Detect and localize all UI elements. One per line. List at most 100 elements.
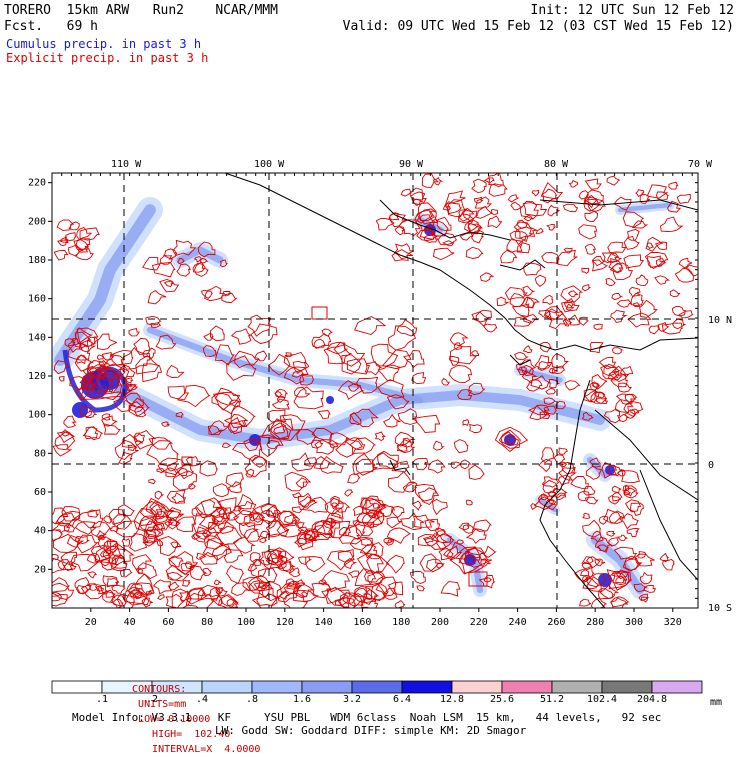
precip-contour (578, 316, 589, 326)
precip-contour (601, 252, 619, 264)
precip-contour (249, 552, 261, 563)
precip-contour (434, 527, 446, 537)
precip-contour (582, 578, 600, 590)
precip-contour (314, 519, 334, 537)
precip-contour (397, 408, 418, 425)
precip-contour (627, 312, 652, 328)
precip-contour (487, 215, 503, 229)
colorbar-tick-label: 51.2 (539, 694, 565, 705)
precip-contour (124, 590, 151, 606)
precip-contour (561, 297, 580, 313)
x-tick-label: 100 (237, 617, 255, 628)
colorbar-tick-label: 12.8 (439, 694, 465, 705)
precip-contour (594, 558, 606, 567)
precip-contour (365, 541, 384, 560)
precip-contour (79, 405, 92, 418)
precip-contour (361, 597, 379, 608)
precip-contour (134, 406, 147, 418)
precip-contour (298, 492, 316, 507)
precip-contour (531, 189, 540, 197)
precip-contour (86, 366, 103, 377)
precip-contour (126, 582, 143, 595)
precip-contour (585, 556, 601, 569)
precip-contour (67, 342, 91, 361)
precip-contour (468, 222, 483, 235)
precip-map: 220 200 180 160 140 120 100 80 60 40 20 20 40 60 80 100… (28, 172, 703, 694)
precip-contour (349, 537, 375, 555)
precip-contour (231, 582, 251, 596)
precip-contour (539, 341, 553, 353)
precip-contour (412, 414, 441, 433)
precip-contour (396, 319, 418, 337)
precip-contour (416, 585, 426, 592)
precip-contour (558, 467, 578, 481)
precip-contour (226, 564, 245, 584)
precip-contour (522, 202, 548, 217)
precip-contour (612, 572, 628, 586)
precip-contour (618, 513, 639, 530)
precip-contour (97, 536, 112, 551)
precip-contour (97, 354, 105, 361)
precip-contour (516, 219, 530, 229)
header-valid-time: Valid: 09 UTC Wed 15 Feb 12 (03 CST Wed … (342, 19, 734, 34)
y-tick-label: 40 (34, 526, 46, 537)
precip-contour (607, 464, 624, 477)
precip-contour (291, 369, 304, 378)
precip-contour (443, 545, 463, 561)
colorbar-swatch (651, 680, 703, 694)
precip-contour (133, 430, 157, 450)
precip-contour (105, 589, 117, 598)
precip-contour (427, 459, 446, 474)
precip-contour (159, 279, 180, 293)
precip-contour (128, 327, 140, 337)
precip-contour (541, 476, 560, 488)
precip-contour (58, 376, 65, 382)
precip-contour (80, 583, 107, 600)
precip-contour (433, 247, 455, 261)
precip-contour (603, 409, 621, 424)
precip-contour (558, 447, 568, 455)
precip-contour (353, 316, 387, 335)
precip-contour (94, 545, 122, 565)
precip-contour (581, 561, 593, 569)
lat-lon-grid (52, 173, 698, 608)
precip-contour (291, 506, 304, 513)
lon-label-110w: 110 W (111, 159, 142, 170)
precip-contour (73, 239, 90, 253)
precip-contour (639, 571, 653, 585)
precip-contour (144, 520, 166, 538)
precip-contour (216, 497, 238, 515)
precip-contour (193, 513, 215, 535)
precip-contour (611, 485, 622, 494)
precip-contour (166, 462, 178, 472)
precip-contour (52, 591, 63, 602)
precip-contour (95, 530, 107, 539)
x-tick-label: 180 (392, 617, 410, 628)
colorbar-swatch (351, 680, 403, 694)
precip-contour (310, 439, 324, 449)
precip-contour (236, 493, 255, 510)
precip-contour (462, 419, 470, 427)
precip-contour (137, 562, 157, 580)
precip-contour (640, 596, 649, 603)
precip-contour (219, 520, 235, 534)
precip-contour (202, 567, 213, 577)
precip-contour (359, 497, 376, 510)
precip-contour (551, 353, 569, 369)
precip-contour (617, 382, 632, 393)
precip-contour (191, 507, 204, 517)
lat-label-10s: 10 S (708, 603, 733, 614)
precip-contour (555, 492, 567, 501)
precip-contour (463, 554, 479, 566)
precip-contour (299, 374, 315, 386)
precip-contour (146, 440, 180, 467)
precip-contour (99, 549, 112, 558)
precip-contour (630, 292, 644, 307)
precip-contour (624, 485, 639, 499)
precip-contour (157, 594, 166, 601)
precip-contour (70, 554, 100, 572)
precip-contour (500, 249, 518, 264)
precip-contour (535, 227, 544, 234)
precip-contour (374, 431, 387, 442)
precip-contour (243, 438, 260, 452)
